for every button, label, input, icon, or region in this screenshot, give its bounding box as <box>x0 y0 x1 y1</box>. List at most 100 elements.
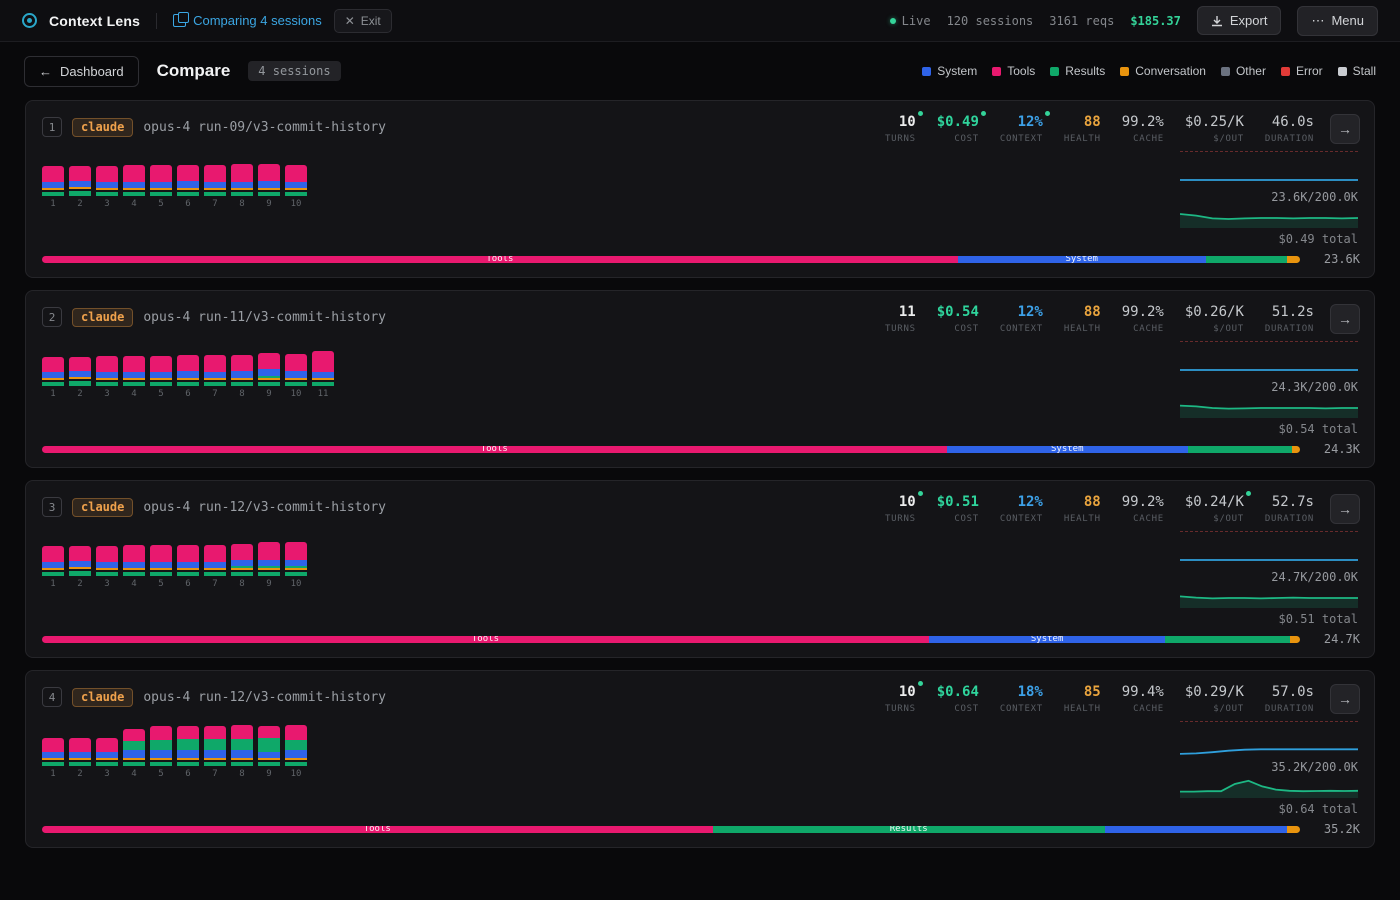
conversation-distribution-segment <box>1287 255 1300 263</box>
error-color-dot <box>1280 66 1290 76</box>
conversation-segment <box>177 568 199 570</box>
turn-bar[interactable]: 2 <box>69 738 91 779</box>
turn-bar[interactable]: 2 <box>69 546 91 589</box>
system-segment <box>285 560 307 566</box>
turn-bar[interactable]: 7 <box>204 545 226 589</box>
compare-icon <box>173 12 190 27</box>
results-segment <box>258 572 280 576</box>
tools-segment <box>96 356 118 372</box>
turn-bar[interactable]: 1 <box>42 738 64 779</box>
open-session-button[interactable]: → <box>1330 684 1360 714</box>
open-session-button[interactable]: → <box>1330 304 1360 334</box>
turn-bar[interactable]: 4 <box>123 165 145 209</box>
results-segment <box>285 382 307 386</box>
turn-bar[interactable]: 3 <box>96 546 118 589</box>
turn-bar[interactable]: 7 <box>204 165 226 209</box>
turn-bar[interactable]: 11 <box>312 351 334 399</box>
turn-number: 7 <box>212 579 218 589</box>
turn-number: 3 <box>104 769 110 779</box>
menu-button[interactable]: ⋯ Menu <box>1297 5 1378 36</box>
turn-bar[interactable]: 2 <box>69 166 91 209</box>
stat-label: COST <box>954 324 979 334</box>
open-session-button[interactable]: → <box>1330 114 1360 144</box>
turn-bar[interactable]: 5 <box>150 545 172 589</box>
token-total-label: 24.7K <box>1323 632 1360 646</box>
live-status: Live <box>889 14 931 28</box>
turn-bar[interactable]: 7 <box>204 726 226 779</box>
conversation-distribution-segment <box>1289 635 1300 643</box>
turn-bar[interactable]: 1 <box>42 166 64 209</box>
tools-distribution-segment: Tools <box>42 255 958 263</box>
stat-label: $/OUT <box>1213 134 1244 144</box>
turn-bar[interactable]: 5 <box>150 165 172 209</box>
cost-total-label: $0.54 total <box>1278 422 1358 436</box>
ellipsis-icon: ⋯ <box>1311 12 1325 28</box>
results-distribution-segment <box>1205 255 1288 263</box>
best-dot-icon <box>917 111 923 116</box>
export-button[interactable]: Export <box>1196 6 1282 35</box>
turn-bar[interactable]: 6 <box>177 545 199 589</box>
turn-bar[interactable]: 7 <box>204 355 226 399</box>
turn-number: 9 <box>266 199 272 209</box>
turn-bar[interactable]: 3 <box>96 738 118 779</box>
stat-label: TURNS <box>885 324 916 334</box>
turn-bar[interactable]: 10 <box>285 354 307 399</box>
turn-bar[interactable]: 8 <box>231 725 253 779</box>
turn-bar[interactable]: 3 <box>96 356 118 399</box>
turn-bar[interactable]: 8 <box>231 544 253 589</box>
results-segment <box>123 192 145 196</box>
system-segment <box>231 560 253 566</box>
stat-label: HEALTH <box>1063 134 1101 144</box>
export-label: Export <box>1229 13 1268 28</box>
turn-bar[interactable]: 10 <box>285 542 307 589</box>
turn-bar[interactable]: 6 <box>177 726 199 779</box>
tools-segment <box>123 729 145 741</box>
tools-segment <box>285 542 307 560</box>
turn-bar[interactable]: 6 <box>177 355 199 399</box>
turn-bar[interactable]: 6 <box>177 165 199 209</box>
turn-bar[interactable]: 10 <box>285 725 307 779</box>
stat-label: CONTEXT <box>999 704 1043 714</box>
turn-bar[interactable]: 9 <box>258 353 280 399</box>
turn-bar[interactable]: 5 <box>150 356 172 399</box>
turn-bar[interactable]: 8 <box>231 355 253 399</box>
back-to-dashboard-button[interactable]: ← Dashboard <box>24 55 139 87</box>
results-segment <box>285 740 307 750</box>
results-segment <box>150 572 172 576</box>
stat-label: DURATION <box>1264 134 1314 144</box>
turn-bar[interactable]: 9 <box>258 542 280 589</box>
turn-bar[interactable]: 2 <box>69 357 91 399</box>
results-segment <box>177 192 199 196</box>
turn-bar[interactable]: 10 <box>285 165 307 209</box>
conversation-segment <box>150 378 172 380</box>
turn-bar[interactable]: 8 <box>231 164 253 209</box>
turn-bar[interactable]: 4 <box>123 729 145 779</box>
turn-number: 1 <box>50 389 56 399</box>
turn-bar[interactable]: 1 <box>42 357 64 399</box>
turn-number: 11 <box>317 389 329 399</box>
turn-bar[interactable]: 4 <box>123 545 145 589</box>
system-segment <box>285 750 307 758</box>
turn-bar[interactable]: 9 <box>258 726 280 779</box>
stat-value: 10 <box>899 681 923 700</box>
stat-cost: $0.49 COST <box>937 111 986 144</box>
exit-button[interactable]: ✕ Exit <box>333 8 392 33</box>
total-cost: $185.37 <box>1130 13 1181 28</box>
system-segment <box>150 750 172 758</box>
stat-value: 85 <box>1083 684 1101 700</box>
stat-label: CACHE <box>1133 324 1164 334</box>
turn-bar[interactable]: 4 <box>123 356 145 399</box>
segment-label: System <box>1030 635 1064 643</box>
turn-bar[interactable]: 5 <box>150 726 172 779</box>
conversation-segment <box>150 758 172 760</box>
stat-turns: 10 TURNS <box>885 681 923 714</box>
turn-bar[interactable]: 9 <box>258 164 280 209</box>
open-session-button[interactable]: → <box>1330 494 1360 524</box>
cost-sparkline <box>1180 779 1358 798</box>
cost-sparkline <box>1180 595 1358 608</box>
segment-label: Tools <box>480 445 508 453</box>
results-segment <box>42 762 64 766</box>
turn-bar[interactable]: 1 <box>42 546 64 589</box>
turn-bar[interactable]: 3 <box>96 166 118 209</box>
comparing-sessions-link[interactable]: Comparing 4 sessions <box>173 12 322 28</box>
